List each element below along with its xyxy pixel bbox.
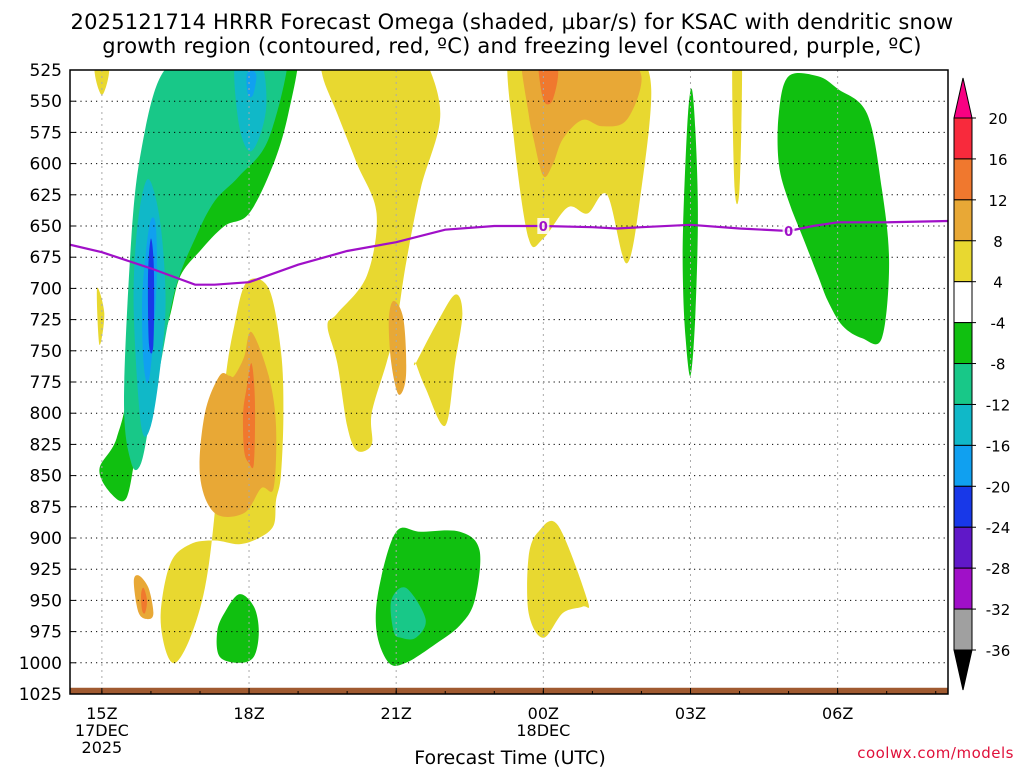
x-tick-sublabel-15Z: 17DEC: [75, 721, 129, 740]
colorbar-label-12: 12: [988, 192, 1007, 210]
chart-title-line1: 2025121714 HRRR Forecast Omega (shaded, …: [70, 10, 954, 34]
x-tick-label-06Z: 06Z: [822, 704, 853, 723]
x-tick-year-15Z: 2025: [82, 738, 123, 757]
omega-region-3: [124, 70, 287, 471]
y-tick-label-850: 850: [30, 467, 62, 487]
surface-terrain-band: [70, 687, 948, 694]
colorbar-segment-4: [953, 281, 973, 324]
grid-layer: [70, 69, 948, 695]
colorbar-segment-5: [953, 322, 973, 365]
omega-shading-layer: [94, 70, 890, 666]
colorbar-label-20: 20: [988, 110, 1007, 128]
omega-region-23: [390, 587, 426, 640]
colorbar-label--8: -8: [991, 356, 1006, 374]
credit-link[interactable]: coolwx.com/models: [857, 744, 1014, 762]
y-tick-label-925: 925: [30, 560, 62, 580]
colorbar-label--4: -4: [991, 315, 1006, 333]
colorbar-label-16: 16: [988, 151, 1007, 169]
omega-region-17: [413, 294, 463, 427]
y-tick-label-625: 625: [30, 186, 62, 206]
colorbar-segment-7: [953, 403, 973, 446]
omega-region-11: [242, 363, 256, 469]
y-tick-label-875: 875: [30, 498, 62, 518]
x-tick-sublabel-00Z: 18DEC: [516, 721, 570, 740]
y-tick-label-675: 675: [30, 248, 62, 268]
colorbar-label-4: 4: [993, 274, 1003, 292]
freezing-level-line: [70, 219, 948, 286]
y-tick-label-950: 950: [30, 591, 62, 611]
y-tick-label-550: 550: [30, 92, 62, 112]
omega-region-26: [777, 72, 890, 345]
chart-title-line2: growth region (contoured, red, ºC) and f…: [102, 34, 922, 58]
freezing-level-label-bg: [782, 222, 795, 239]
colorbar-segment-1: [953, 158, 973, 201]
y-tick-label-800: 800: [30, 404, 62, 424]
y-tick-label-750: 750: [30, 342, 62, 362]
colorbar-segment-10: [953, 526, 973, 569]
y-tick-label-650: 650: [30, 217, 62, 237]
colorbar-label-8: 8: [993, 233, 1003, 251]
omega-region-25: [732, 70, 743, 205]
y-axis: 525 550 575 600 625 650 675 700 725 750 775 800 825 8…: [19, 61, 76, 705]
y-tick-label-600: 600: [30, 155, 62, 175]
y-tick-label-1025: 1025: [19, 685, 62, 705]
colorbar-segment-3: [953, 240, 973, 283]
y-tick-label-700: 700: [30, 279, 62, 299]
x-tick-label-03Z: 03Z: [675, 704, 706, 723]
colorbar-segment-11: [953, 567, 973, 610]
omega-region-16: [388, 300, 407, 395]
x-tick-label-15Z: 15Z: [86, 704, 117, 723]
omega-region-10: [199, 331, 277, 517]
colorbar: 20 16 12 8 4 -4 -8 -12 -16 -20 -24 -28 -32 -36: [953, 77, 1011, 691]
y-tick-label-525: 525: [30, 61, 62, 81]
colorbar-segment-0: [953, 117, 973, 160]
x-axis-label: Forecast Time (UTC): [414, 747, 605, 768]
colorbar-label--28: -28: [986, 560, 1011, 578]
colorbar-segment-12: [953, 608, 973, 651]
colorbar-label--12: -12: [986, 396, 1011, 414]
y-tick-label-900: 900: [30, 529, 62, 549]
y-tick-label-725: 725: [30, 311, 62, 331]
colorbar-top-arrow: [953, 77, 973, 119]
omega-region-15: [321, 70, 441, 452]
freezing-level-label: 0: [539, 220, 548, 235]
omega-region-12: [216, 594, 259, 663]
colorbar-label--16: -16: [986, 437, 1011, 455]
colorbar-label--32: -32: [986, 601, 1011, 619]
freezing-level-label: 0: [784, 225, 793, 240]
omega-region-14: [141, 587, 148, 614]
omega-region-1: [96, 287, 105, 346]
surface-layer: [70, 687, 948, 694]
colorbar-label--24: -24: [986, 519, 1011, 537]
x-tick-label-21Z: 21Z: [381, 704, 412, 723]
y-tick-label-825: 825: [30, 435, 62, 455]
x-tick-label-18Z: 18Z: [233, 704, 264, 723]
colorbar-label--36: -36: [986, 642, 1011, 660]
colorbar-label--20: -20: [986, 478, 1011, 496]
y-tick-label-775: 775: [30, 373, 62, 393]
colorbar-segment-9: [953, 485, 973, 528]
x-tick-label-00Z: 00Z: [528, 704, 559, 723]
colorbar-segment-2: [953, 199, 973, 242]
colorbar-segment-8: [953, 444, 973, 487]
freezing-level-label-bg: [537, 218, 550, 234]
y-tick-label-975: 975: [30, 623, 62, 643]
colorbar-segment-6: [953, 363, 973, 405]
y-tick-label-1000: 1000: [19, 654, 62, 674]
y-tick-label-575: 575: [30, 123, 62, 143]
omega-region-5: [234, 70, 267, 152]
colorbar-bottom-arrow: [953, 649, 973, 691]
omega-region-21: [527, 520, 590, 638]
